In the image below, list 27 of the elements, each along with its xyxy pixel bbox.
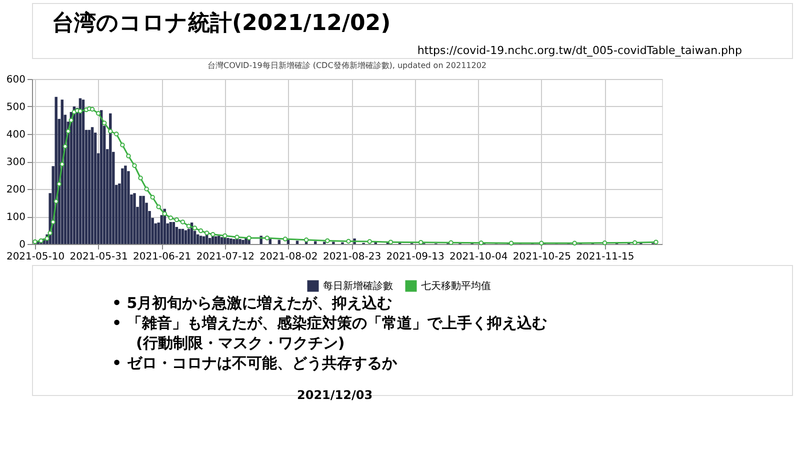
x-tick-label: 2021-10-04 <box>450 252 508 262</box>
text: https://covid-19.nchc.org.tw/dt_005-covidTable_taiwan.php <box>417 44 742 57</box>
y-tick-label: 500 <box>6 102 26 113</box>
text: • 「雑音」も増えたが、感染症対策の「常道」で上手く抑え込む <box>112 314 547 332</box>
x-tick-label: 2021-06-21 <box>133 252 192 262</box>
x-tick-label: 2021-08-23 <box>322 252 382 262</box>
text: (行動制限・マスク・ワクチン) <box>136 334 345 352</box>
x-tick-label: 2021-10-25 <box>512 252 571 262</box>
y-tick-label: 600 <box>6 74 26 86</box>
text: 2021/12/03 <box>297 388 373 402</box>
y-tick-label: 200 <box>6 184 26 196</box>
text: • ゼロ・コロナは不可能、どう共存するか <box>112 354 398 372</box>
y-tick-label: 100 <box>6 212 26 223</box>
y-tick-label: 400 <box>6 130 26 140</box>
x-tick-label: 2021-05-31 <box>70 252 128 262</box>
x-tick-label: 2021-11-15 <box>576 252 634 262</box>
x-tick-label: 2021-05-10 <box>6 252 65 262</box>
x-tick-label: 2021-09-13 <box>386 252 444 262</box>
text: • 5月初旬から急激に増えたが、抑え込む <box>112 294 392 312</box>
x-tick-label: 2021-08-02 <box>260 252 318 262</box>
x-tick-label: 2021-07-12 <box>196 252 254 262</box>
legend-label: 七天移動平均值 <box>421 280 491 292</box>
legend-label: 每日新增確診數 <box>323 280 393 292</box>
chart-title: 台湾のコロナ統計(2021/12/02) <box>52 10 391 36</box>
y-tick-label: 0 <box>19 240 26 250</box>
y-tick-label: 300 <box>6 157 26 168</box>
chart-subtitle: 台灣COVID-19每日新增確診 (CDC發佈新增確診數), updated on 20211202 <box>207 61 487 70</box>
